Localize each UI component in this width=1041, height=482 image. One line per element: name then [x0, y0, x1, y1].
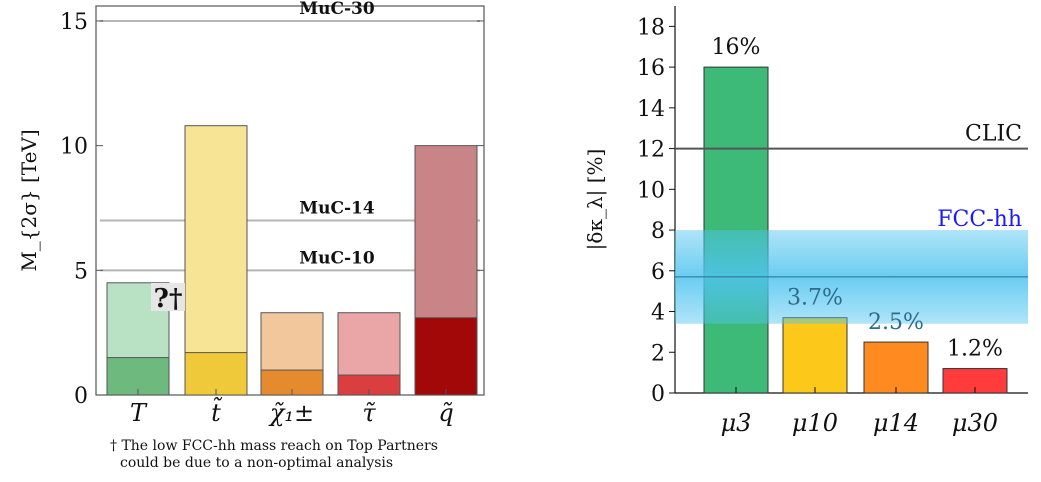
reference-line-label: MuC-10	[299, 248, 375, 268]
bar-inner	[414, 317, 478, 396]
bar-inner	[184, 352, 248, 396]
value-label: 16%	[712, 35, 761, 60]
footnote: † The low FCC-hh mass reach on Top Partn…	[110, 438, 510, 472]
y-tick-label: 2	[651, 341, 665, 366]
reference-line-label: MuC-14	[299, 198, 375, 218]
x-tick-label: μ30	[952, 409, 998, 437]
annotation-box	[151, 283, 185, 311]
y-axis-label: M_{2σ} [TeV]	[17, 129, 41, 271]
higgs-self-coupling-chart: 0 2 4 6 8 10 12 14 16 18 μ3 μ10 μ14 μ30 CLIC FCC-hh 16% 3…	[583, 6, 1028, 437]
y-tick-label: 0	[74, 384, 88, 409]
annotation-text: ?†	[154, 284, 183, 314]
x-tick-label: μ3	[721, 409, 752, 437]
bar-outer	[184, 125, 248, 396]
x-tick-label: μ10	[792, 409, 838, 437]
y-tick-label: 6	[651, 260, 665, 285]
bar	[863, 341, 929, 394]
reference-band-label: FCC-hh	[937, 207, 1022, 232]
reference-line-label: CLIC	[965, 122, 1022, 147]
x-tick-label: τ̃	[362, 399, 376, 427]
y-tick-label: 12	[637, 138, 665, 163]
y-tick-label: 14	[637, 97, 665, 122]
x-tick-label: q̃	[438, 399, 453, 427]
x-tick-label: χ̃₁±	[268, 399, 314, 427]
reference-line-label: MuC-30	[299, 0, 375, 19]
x-tick-label: t̃	[211, 396, 223, 427]
y-tick-label: 16	[637, 56, 665, 81]
footnote-line-2: could be due to a non-optimal analysis	[120, 455, 394, 471]
y-tick-label: 4	[651, 301, 665, 326]
y-tick-label: 10	[637, 178, 665, 203]
value-label: 3.7%	[787, 286, 843, 311]
x-tick-label: μ14	[873, 409, 919, 437]
y-tick-label: 10	[60, 135, 88, 160]
y-tick-label: 15	[60, 10, 88, 35]
value-label: 2.5%	[868, 310, 924, 335]
y-axis-label: |δκ_λ| [%]	[583, 149, 608, 251]
y-tick-label: 8	[651, 219, 665, 244]
bar-inner	[106, 357, 170, 396]
bar	[782, 317, 848, 394]
x-tick-label: T	[130, 399, 148, 427]
footnote-line-1: † The low FCC-hh mass reach on Top Partn…	[110, 438, 438, 454]
value-label: 1.2%	[947, 337, 1003, 362]
y-tick-label: 0	[651, 382, 665, 407]
mass-reach-chart: MuC-30 MuC-14 MuC-10 T t̃ χ̃₁± τ̃ q̃ ?† 0 5 10 15 M_{…	[17, 0, 485, 427]
y-tick-label: 18	[637, 15, 665, 40]
y-tick-label: 5	[74, 259, 88, 284]
